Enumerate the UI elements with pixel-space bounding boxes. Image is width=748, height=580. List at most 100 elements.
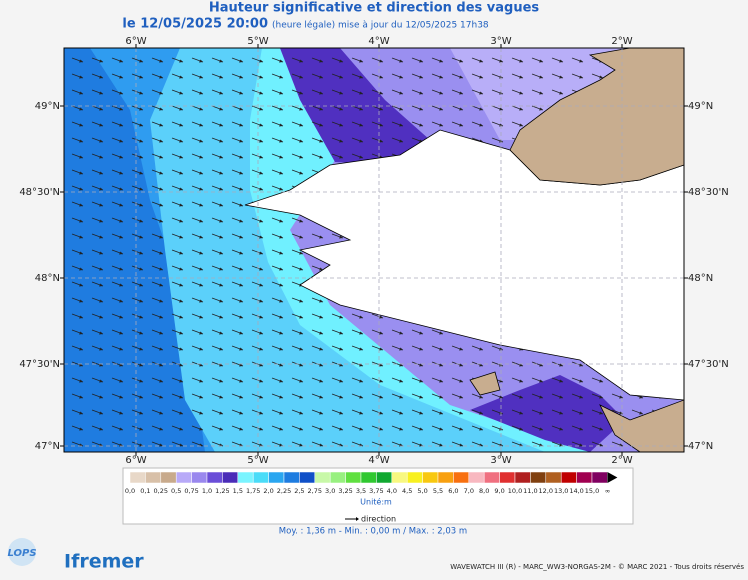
arrow-head <box>119 59 123 63</box>
arrow-head <box>119 203 123 207</box>
arrow-head <box>239 219 243 223</box>
arrow-head <box>459 91 463 95</box>
scale-label: 3,75 <box>369 487 383 495</box>
arrow-head <box>159 219 163 223</box>
arrow-head <box>419 59 423 63</box>
arrow-head <box>479 91 483 95</box>
scale-label: 4,5 <box>402 487 412 495</box>
arrow-head <box>239 155 243 159</box>
arrow-head <box>99 427 103 431</box>
arrow-head <box>119 427 123 431</box>
arrow-head <box>179 187 183 191</box>
arrow-head <box>119 331 123 335</box>
arrow-head <box>79 363 83 367</box>
arrow-head <box>519 123 523 127</box>
arrow-head <box>99 395 103 399</box>
lon-label-top: 2°W <box>611 36 632 47</box>
arrow-head <box>379 107 383 111</box>
scale-label: 14,0 <box>569 487 583 495</box>
arrow-head <box>179 331 183 335</box>
arrow-head <box>319 347 323 351</box>
scale-swatch <box>360 471 377 484</box>
arrow-head <box>119 299 123 303</box>
arrow-head <box>239 283 243 287</box>
scale-end <box>607 472 618 483</box>
arrow-head <box>279 171 283 175</box>
arrow-head <box>219 299 223 303</box>
arrow-head <box>319 139 323 143</box>
scale-label: 0,75 <box>184 487 198 495</box>
arrow-head <box>359 155 363 159</box>
arrow-head <box>459 347 463 351</box>
arrow-head <box>319 123 323 127</box>
arrow-head <box>319 363 323 367</box>
arrow-head <box>119 283 123 287</box>
arrow-head <box>259 187 263 191</box>
arrow-head <box>339 75 343 79</box>
arrow-head <box>219 235 223 239</box>
arrow-head <box>199 123 203 127</box>
arrow-head <box>279 363 283 367</box>
arrow-head <box>139 363 143 367</box>
lat-label-right: 49°N <box>688 101 713 112</box>
arrow-head <box>199 155 203 159</box>
arrow-head <box>199 379 203 383</box>
scale-swatch <box>299 471 316 484</box>
arrow-head <box>339 363 343 367</box>
ifremer-text: Ifremer <box>64 551 144 573</box>
arrow-head <box>259 363 263 367</box>
arrow-head <box>99 363 103 367</box>
arrow-head <box>239 139 243 143</box>
arrow-head <box>579 379 583 383</box>
arrow-head <box>299 75 303 79</box>
direction-arrow-head <box>356 517 359 521</box>
scale-label: 8,0 <box>479 487 489 495</box>
arrow-head <box>239 171 243 175</box>
arrow-head <box>379 379 383 383</box>
arrow-head <box>259 171 263 175</box>
arrow-head <box>319 155 323 159</box>
arrow-head <box>219 219 223 223</box>
arrow-head <box>619 395 623 399</box>
scale-swatch <box>222 471 239 484</box>
arrow-head <box>459 363 463 367</box>
arrow-head <box>299 219 303 223</box>
arrow-head <box>259 91 263 95</box>
arrow-head <box>299 395 303 399</box>
land-brittany <box>244 129 684 401</box>
arrow-head <box>239 363 243 367</box>
arrow-head <box>299 363 303 367</box>
arrow-head <box>219 187 223 191</box>
arrow-head <box>299 315 303 319</box>
arrow-head <box>139 267 143 271</box>
arrow-head <box>339 427 343 431</box>
arrow-head <box>419 91 423 95</box>
arrow-head <box>199 219 203 223</box>
scale-swatch <box>345 471 362 484</box>
arrow-head <box>539 363 543 367</box>
arrow-head <box>119 235 123 239</box>
arrow-head <box>559 379 563 383</box>
arrow-head <box>279 107 283 111</box>
arrow-head <box>199 171 203 175</box>
arrow-head <box>159 411 163 415</box>
arrow-head <box>419 363 423 367</box>
arrow-head <box>219 395 223 399</box>
arrow-head <box>219 59 223 63</box>
arrow-head <box>239 107 243 111</box>
arrow-head <box>179 347 183 351</box>
arrow-head <box>639 395 643 399</box>
arrow-head <box>179 171 183 175</box>
scale-label: 15,0 <box>585 487 599 495</box>
arrow-head <box>339 91 343 95</box>
arrow-head <box>99 219 103 223</box>
arrow-head <box>579 363 583 367</box>
arrow-head <box>259 155 263 159</box>
arrow-head <box>119 251 123 255</box>
scale-label: 1,25 <box>215 487 229 495</box>
arrow-head <box>579 75 583 79</box>
arrow-head <box>239 379 243 383</box>
arrow-head <box>299 171 303 175</box>
arrow-head <box>279 411 283 415</box>
arrow-head <box>599 379 603 383</box>
